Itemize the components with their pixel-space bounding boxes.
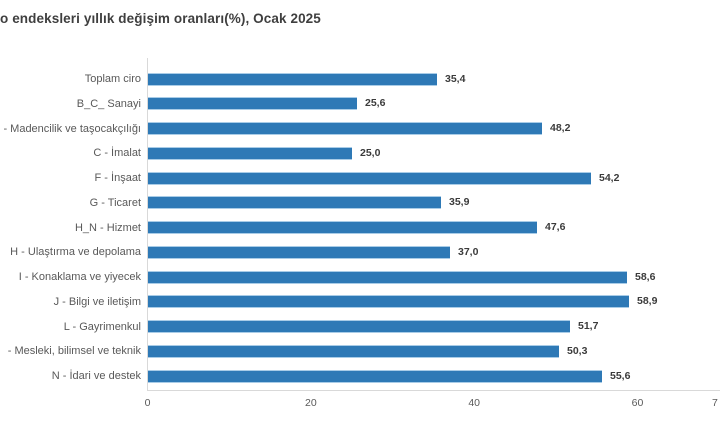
bar: [148, 72, 437, 86]
x-axis-line: [147, 390, 720, 391]
bar: [148, 171, 591, 185]
category-label: F - İnşaat: [94, 172, 141, 184]
value-label: 58,9: [637, 295, 658, 308]
bar: [148, 270, 627, 284]
value-label: 55,6: [610, 369, 631, 382]
value-label: 48,2: [550, 122, 571, 134]
category-label: H_N - Hizmet: [74, 221, 141, 234]
category-label: - Mesleki, bilimsel ve teknik: [7, 345, 141, 358]
bar: [148, 221, 537, 234]
bar: [148, 369, 602, 383]
value-label: 51,7: [578, 320, 599, 332]
category-label: I - Konaklama ve yiyecek: [18, 271, 141, 283]
y-axis-line: [147, 58, 148, 390]
value-label: 50,3: [567, 344, 588, 357]
x-axis-tick-label: 0: [144, 397, 151, 409]
bar: [148, 295, 629, 309]
category-label: B_C_ Sanayi: [76, 97, 141, 110]
category-label: N - İdari ve destek: [51, 370, 141, 382]
value-label: 25,6: [365, 97, 386, 110]
category-label: C - İmalat: [93, 147, 141, 160]
category-label: - Madencilik ve taşocakçılığı: [3, 122, 141, 135]
category-label: L - Gayrimenkul: [63, 320, 141, 333]
bar: [148, 245, 450, 259]
x-axis-tick-label: 60: [631, 397, 644, 409]
value-label: 35,4: [445, 72, 466, 85]
category-label: J - Bilgi ve iletişim: [53, 295, 141, 308]
category-label: G - Ticaret: [89, 196, 141, 209]
bar: [148, 344, 559, 358]
bar: [148, 97, 357, 111]
category-label: Toplam ciro: [84, 73, 141, 85]
x-axis-tick-partial: 7: [712, 397, 718, 409]
bar: [148, 122, 542, 135]
value-label: 58,6: [635, 270, 656, 283]
value-label: 37,0: [458, 245, 479, 258]
x-axis-tick-label: 20: [304, 397, 317, 409]
value-label: 35,9: [449, 196, 470, 209]
value-label: 47,6: [545, 221, 566, 233]
value-label: 25,0: [360, 146, 381, 159]
category-label: H - Ulaştırma ve depolama: [10, 246, 141, 259]
bar: [148, 196, 441, 210]
chart-title: o endeksleri yıllık değişim oranları(%),…: [0, 11, 321, 26]
value-label: 54,2: [599, 171, 620, 184]
bar: [148, 146, 352, 160]
bar: [148, 320, 570, 333]
x-axis-tick-label: 40: [468, 397, 481, 409]
